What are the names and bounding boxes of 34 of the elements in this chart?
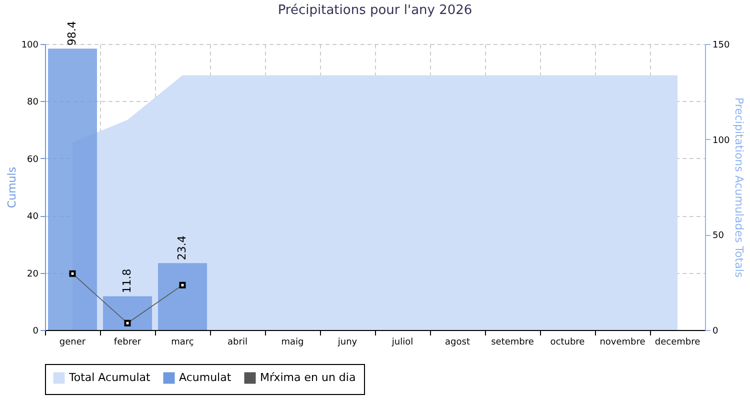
y2-tick-label: 50: [712, 231, 724, 242]
bar: [158, 263, 207, 330]
y-tick-label: 80: [27, 98, 39, 108]
x-tick-label: maig: [281, 338, 304, 348]
chart-title: Précipitations pour l'any 2026: [278, 3, 472, 18]
bar: [103, 296, 152, 330]
x-tick-label: gener: [59, 338, 86, 348]
y-tick-label: 60: [27, 154, 39, 165]
x-tick-label: febrer: [114, 338, 142, 348]
bar: [48, 48, 97, 330]
x-tick-label: setembre: [491, 338, 534, 348]
y-axis-title: Cumuls: [5, 166, 18, 208]
y-tick-label: 0: [32, 326, 39, 336]
legend-label: Acumulat: [179, 371, 232, 384]
data-label: 11.8: [120, 268, 134, 294]
data-label: 23.4: [176, 236, 188, 260]
x-tick-label: març: [171, 338, 194, 348]
y2-axis-title: Precipitations Acumulades Totals: [732, 97, 746, 278]
x-tick-label: juliol: [390, 338, 414, 348]
legend-label: Total Acumulat: [68, 371, 152, 384]
legend-label: Mŕxima en un dia: [260, 371, 356, 384]
data-label: 98.4: [66, 21, 78, 46]
x-tick-label: abril: [228, 338, 248, 348]
x-tick-label: decembre: [654, 338, 701, 348]
y2-tick-label: 150: [712, 40, 730, 50]
x-tick-label: octubre: [550, 338, 586, 348]
y2-tick-label: 100: [712, 136, 730, 146]
x-tick-label: novembre: [600, 338, 646, 348]
y-tick-label: 40: [27, 212, 39, 222]
x-tick-label: juny: [336, 338, 358, 348]
y-tick-label: 100: [21, 40, 39, 50]
y-tick-label: 20: [27, 269, 39, 280]
y2-tick-label: 0: [712, 326, 718, 336]
x-tick-label: agost: [445, 338, 470, 348]
